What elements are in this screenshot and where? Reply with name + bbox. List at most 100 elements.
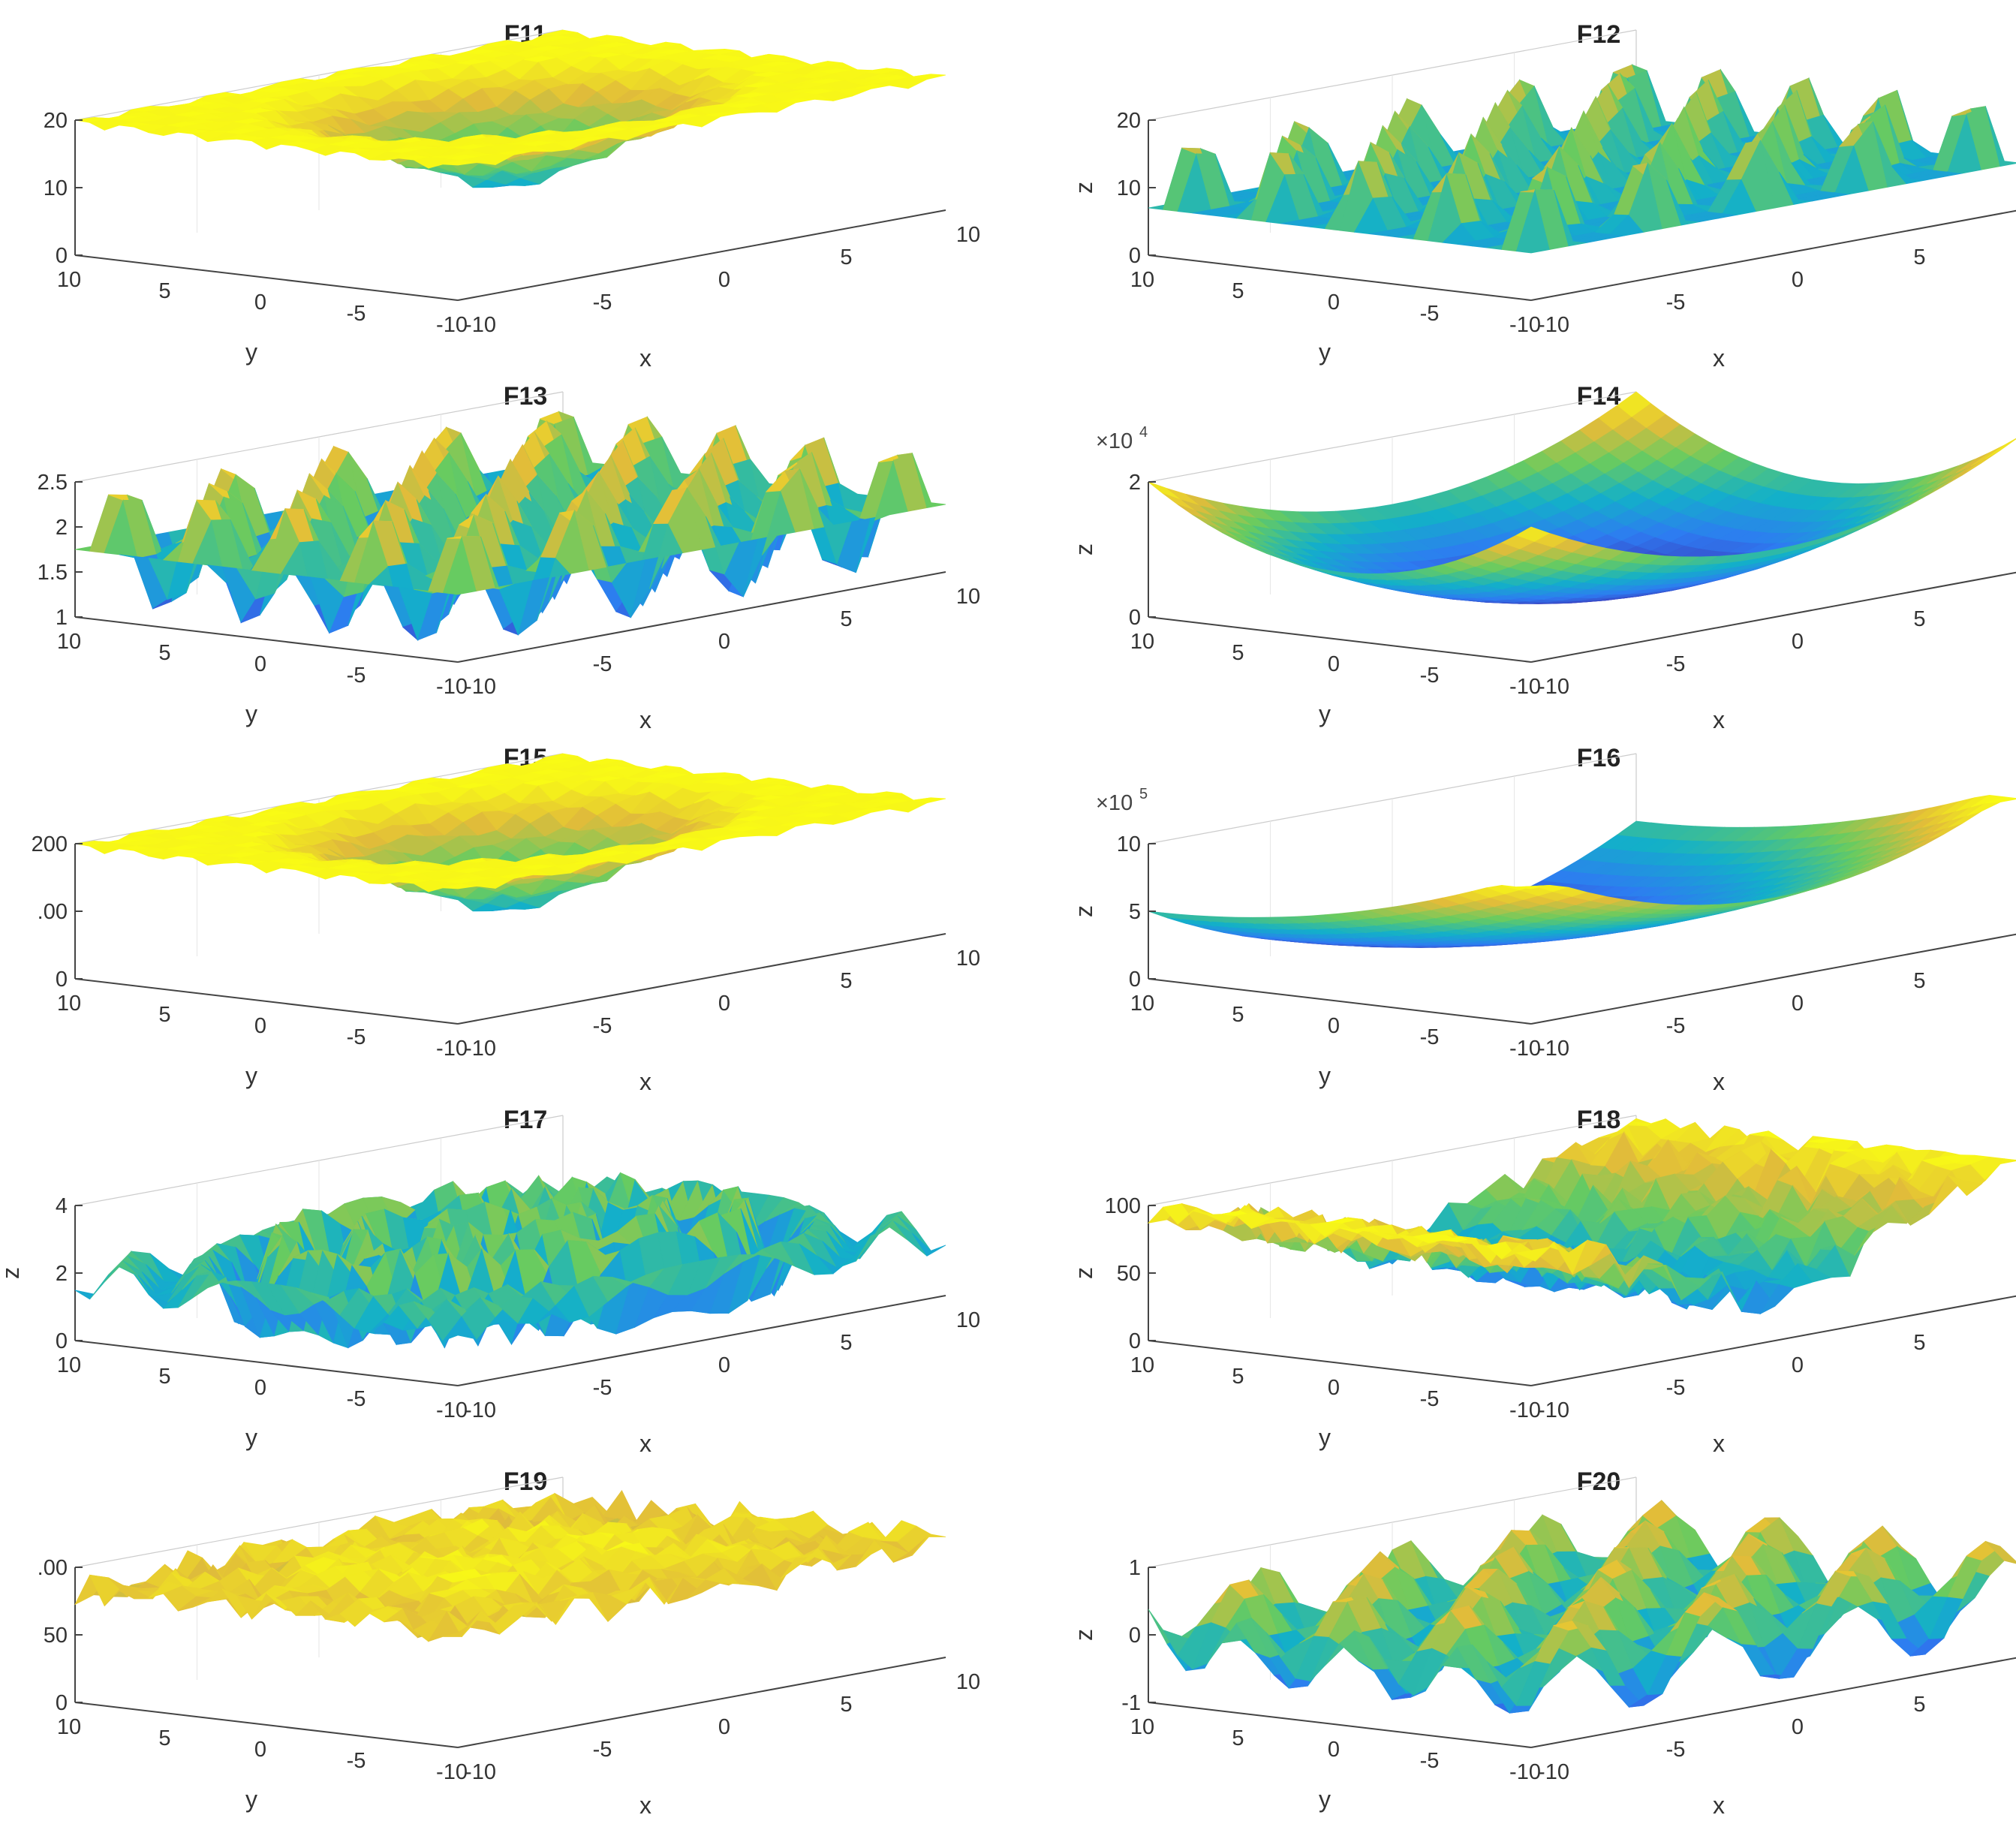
z-tick-label: 4 (56, 1194, 68, 1218)
x-tick-label: -5 (1666, 1014, 1686, 1038)
x-tick-label: 0 (1792, 630, 1804, 654)
z-tick-label: 1 (56, 606, 68, 630)
surface-mesh (74, 411, 946, 642)
x-axis-label: x (1713, 345, 1725, 372)
z-axis-label: z (1070, 182, 1097, 194)
z-tick-label: 0 (1129, 244, 1141, 268)
surface-mesh (74, 753, 946, 912)
x-tick-label: 5 (840, 1331, 852, 1355)
surface-patch (1970, 444, 2005, 467)
y-tick-label: -5 (1420, 664, 1440, 688)
x-tick-label: 0 (1792, 268, 1804, 292)
z-tick-label: 0 (1129, 606, 1141, 630)
x-tick-label: -5 (593, 652, 612, 676)
y-tick-label: 10 (57, 1353, 81, 1377)
z-tick-label: 2 (56, 516, 68, 540)
x-axis-label: x (1713, 1068, 1725, 1095)
y-tick-label: 5 (158, 279, 170, 303)
y-tick-label: 5 (1232, 279, 1244, 303)
y-tick-label: 0 (254, 290, 266, 315)
y-tick-label: -10 (436, 675, 468, 699)
z-multiplier-base: ×10 (1096, 429, 1133, 453)
x-tick-label: 0 (718, 1353, 730, 1377)
y-tick-label: -5 (347, 1387, 366, 1411)
y-tick-label: -5 (347, 664, 366, 688)
y-tick-label: 5 (158, 1365, 170, 1389)
x-tick-label: 0 (718, 992, 730, 1016)
z-multiplier-exponent: 5 (1139, 786, 1148, 802)
x-tick-label: 5 (1913, 969, 1925, 993)
x-tick-label: -5 (593, 1014, 612, 1038)
x-tick-label: -10 (465, 1398, 496, 1422)
x-axis-line (457, 209, 946, 301)
x-tick-label: 5 (840, 245, 852, 269)
z-multiplier-exponent: 4 (1139, 424, 1148, 441)
y-axis-label: y (245, 700, 257, 727)
x-axis-label: x (639, 345, 651, 372)
y-axis-line (1148, 254, 1532, 301)
y-axis-line (74, 254, 459, 301)
axes-box (74, 391, 946, 663)
x-tick-label: 0 (718, 268, 730, 292)
x-tick-label: 10 (956, 223, 980, 247)
y-tick-label: -10 (1509, 675, 1541, 699)
z-tick-label: 5 (1129, 900, 1141, 924)
y-tick-label: -5 (1420, 1025, 1440, 1049)
x-tick-label: 5 (840, 969, 852, 993)
y-tick-label: -10 (436, 313, 468, 337)
x-tick-label: -10 (1538, 675, 1569, 699)
y-axis-label: y (1319, 339, 1331, 366)
x-tick-label: -10 (465, 675, 496, 699)
z-tick-label: 0 (1129, 968, 1141, 992)
x-tick-label: 0 (1792, 992, 1804, 1016)
x-tick-label: -5 (1666, 290, 1686, 315)
y-tick-label: -10 (436, 1037, 468, 1061)
z-tick-label: 2.5 (38, 471, 68, 495)
y-tick-label: 0 (1328, 290, 1340, 315)
y-tick-label: 0 (254, 1014, 266, 1038)
y-tick-label: 0 (1328, 652, 1340, 676)
y-tick-label: 5 (158, 1003, 170, 1027)
x-axis-line (457, 571, 946, 663)
x-tick-label: 5 (1913, 607, 1925, 631)
x-tick-label: 0 (718, 630, 730, 654)
y-tick-label: -5 (347, 302, 366, 326)
y-axis-label: y (1319, 1062, 1331, 1089)
y-axis-line (74, 616, 459, 663)
surface-patch (1985, 106, 2016, 167)
x-axis-label: x (639, 706, 651, 733)
surface-patch (1148, 481, 1182, 501)
x-tick-label: -5 (593, 290, 612, 315)
y-axis-label: y (245, 1424, 257, 1451)
z-tick-label: 10 (1117, 832, 1141, 856)
y-tick-label: 0 (254, 652, 266, 676)
z-tick-label: 10 (44, 176, 68, 200)
y-tick-label: 10 (1130, 630, 1154, 654)
y-tick-label: -10 (436, 1398, 468, 1422)
y-tick-label: 0 (254, 1376, 266, 1400)
x-axis-line (457, 933, 946, 1025)
y-tick-label: 10 (57, 268, 81, 292)
x-tick-label: 10 (956, 947, 980, 971)
y-tick-label: 5 (158, 641, 170, 665)
z-tick-label: 0 (56, 1329, 68, 1353)
x-tick-label: -10 (1538, 313, 1569, 337)
surface-mesh (1148, 391, 2016, 604)
y-tick-label: -5 (347, 1025, 366, 1049)
surface-mesh (1147, 1118, 2016, 1315)
x-tick-label: 10 (956, 585, 980, 609)
y-tick-label: 0 (1328, 1014, 1340, 1038)
z-axis-label: z (0, 1267, 24, 1279)
x-tick-label: -10 (465, 1037, 496, 1061)
surface-patch (1955, 452, 1990, 474)
y-tick-label: 10 (1130, 992, 1154, 1016)
z-tick-label: 20 (1117, 109, 1141, 133)
x-axis-label: x (639, 1430, 651, 1457)
z-tick-label: 1.5 (38, 561, 68, 585)
